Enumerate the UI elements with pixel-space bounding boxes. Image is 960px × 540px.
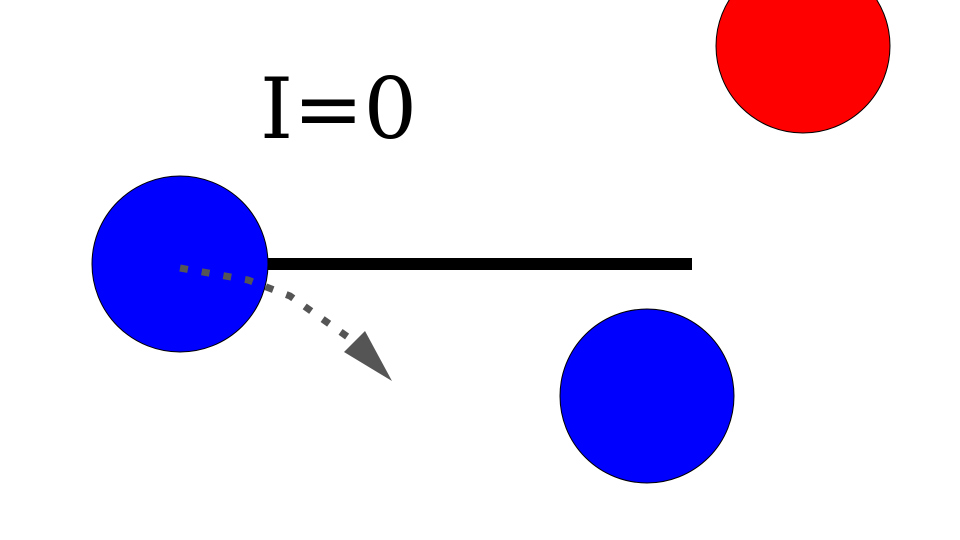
motion-arrow-head [344, 331, 392, 381]
blue-ball-right [559, 308, 735, 484]
label-text: I=0 [260, 60, 417, 158]
blue-ball-left [91, 175, 269, 353]
red-ball [715, 0, 891, 134]
motion-arrow-line [179, 264, 355, 343]
